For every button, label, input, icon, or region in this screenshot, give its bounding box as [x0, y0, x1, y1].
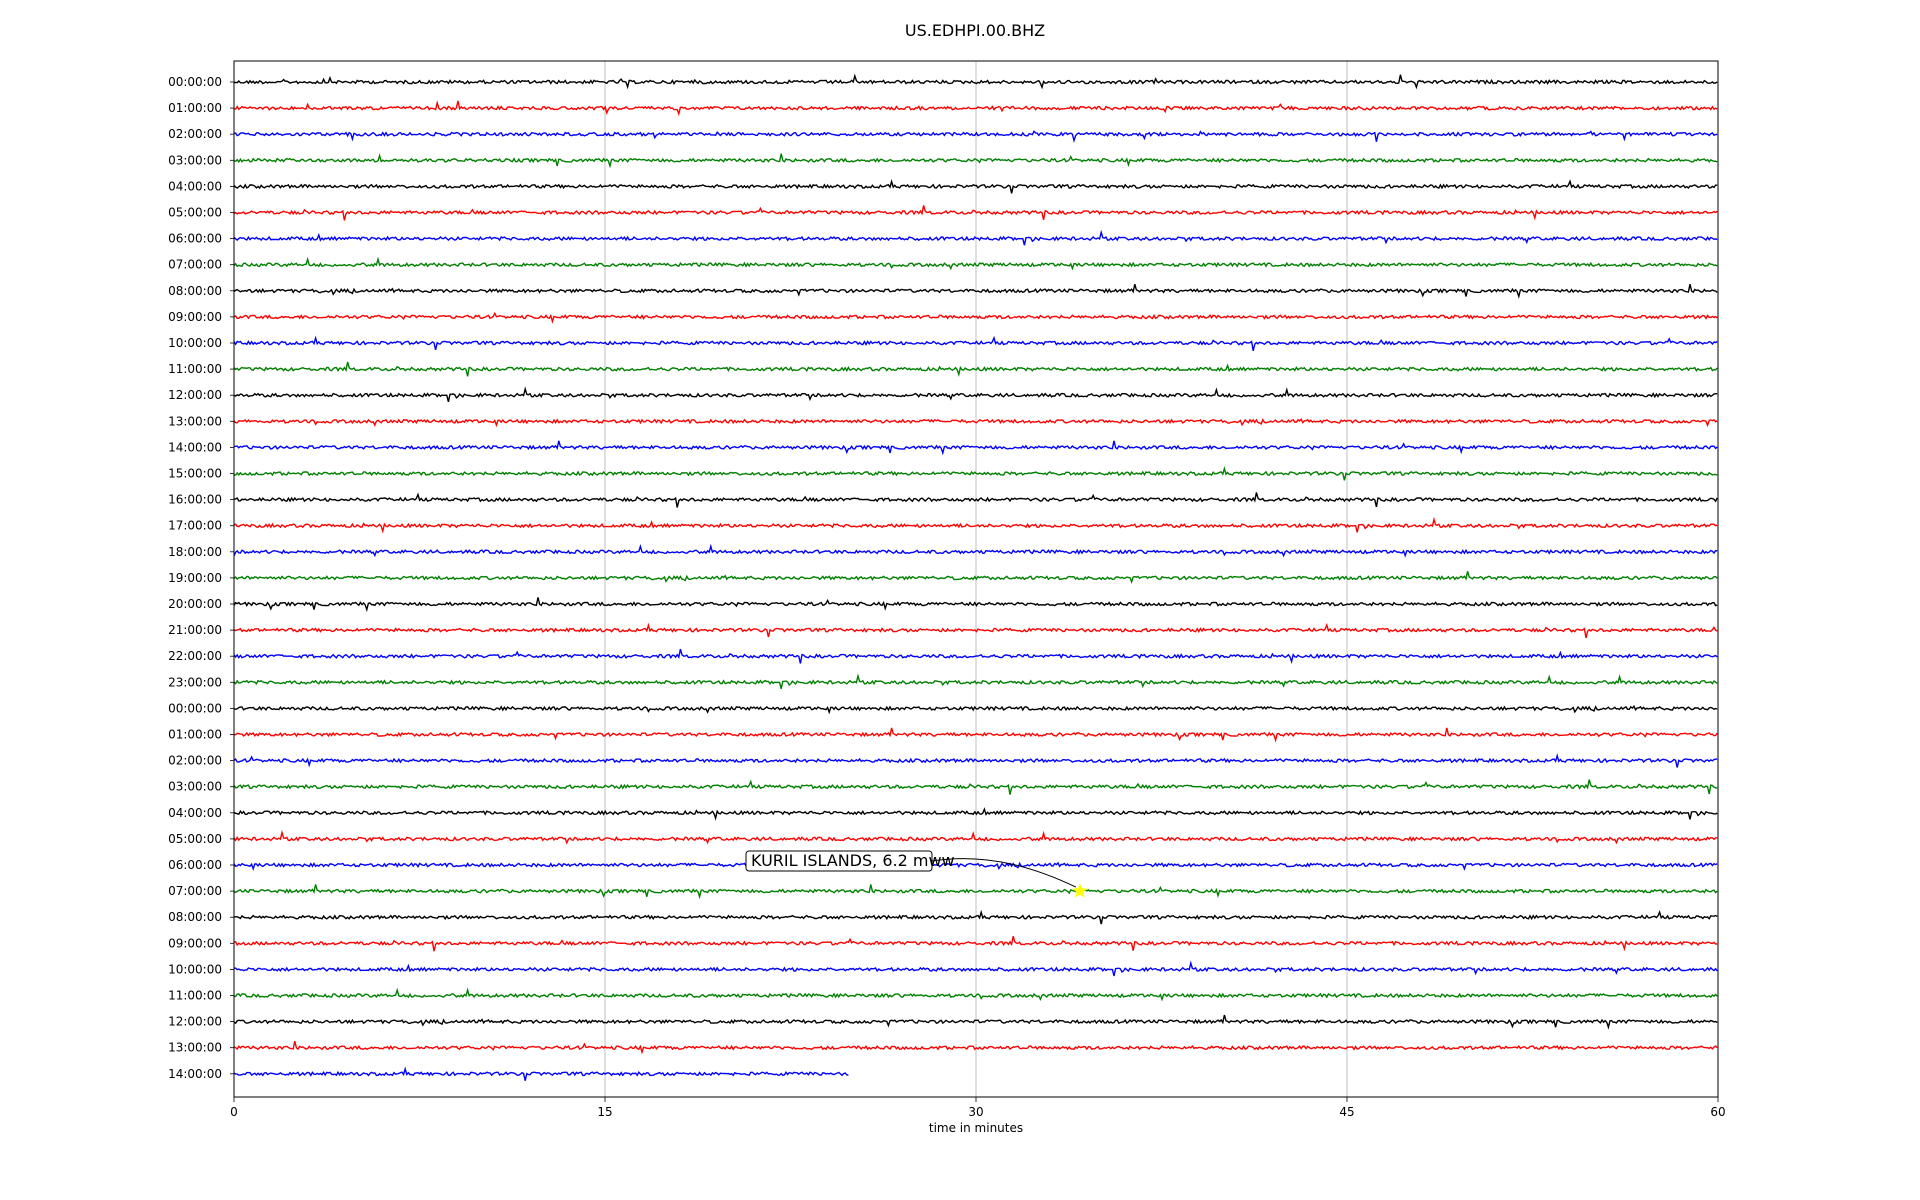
plot-frame — [233, 60, 1719, 1098]
trace-line — [233, 884, 1718, 900]
trace-line — [233, 779, 1718, 795]
y-tick-label: 10:00:00 — [168, 336, 222, 350]
trace-line — [233, 648, 1718, 665]
trace-line — [233, 361, 1718, 378]
annotation-connector — [931, 858, 1077, 888]
trace-line — [233, 936, 1718, 952]
y-tick-label: 15:00:00 — [168, 467, 222, 481]
trace-line — [233, 597, 1718, 613]
trace-line — [233, 571, 1718, 584]
y-tick-label: 08:00:00 — [168, 284, 222, 298]
y-tick-label: 08:00:00 — [168, 910, 222, 924]
y-tick-label: 22:00:00 — [168, 649, 222, 663]
y-tick-label: 06:00:00 — [168, 858, 222, 872]
annotation-box — [745, 850, 933, 872]
trace-line — [233, 335, 1718, 352]
y-tick-label: 23:00:00 — [168, 675, 222, 689]
trace-line — [233, 417, 1718, 428]
trace-line — [233, 829, 1718, 845]
trace-line — [233, 492, 1718, 508]
trace-line — [233, 386, 1718, 402]
trace-line — [233, 705, 1718, 715]
x-tick-label: 30 — [968, 1105, 983, 1119]
y-tick-label: 02:00:00 — [168, 754, 222, 768]
trace-line — [233, 100, 1718, 117]
y-tick-label: 07:00:00 — [168, 884, 222, 898]
trace-line — [233, 73, 1718, 90]
trace-line — [233, 960, 1718, 977]
trace-line — [233, 284, 1718, 299]
x-tick-label: 15 — [597, 1105, 612, 1119]
trace-line — [233, 178, 1718, 194]
y-tick-label: 04:00:00 — [168, 179, 222, 193]
y-tick-label: 21:00:00 — [168, 623, 222, 637]
chart-title: US.EDHPI.00.BHZ — [905, 21, 1045, 40]
y-tick-label: 11:00:00 — [168, 362, 222, 376]
x-tick-label: 45 — [1339, 1105, 1354, 1119]
trace-line — [233, 229, 1718, 246]
trace-line — [233, 673, 1718, 690]
y-tick-label: 09:00:00 — [168, 936, 222, 950]
y-tick-label: 11:00:00 — [168, 989, 222, 1003]
trace-line — [233, 1040, 1718, 1055]
trace-line — [233, 130, 1718, 143]
y-tick-label: 13:00:00 — [168, 414, 222, 428]
y-tick-label: 18:00:00 — [168, 545, 222, 559]
trace-line — [233, 543, 1718, 558]
trace-line — [233, 861, 1718, 871]
event-annotation: KURIL ISLANDS, 6.2 mww — [745, 850, 1088, 898]
trace-line — [234, 466, 1718, 481]
x-tick-label: 60 — [1710, 1105, 1725, 1119]
y-tick-label: 17:00:00 — [168, 519, 222, 533]
trace-line — [233, 727, 1718, 743]
y-tick-label: 12:00:00 — [168, 388, 222, 402]
trace-line — [233, 1066, 849, 1081]
y-tick-label: 19:00:00 — [168, 571, 222, 585]
y-tick-label: 13:00:00 — [168, 1041, 222, 1055]
trace-line — [233, 205, 1718, 221]
y-tick-label: 01:00:00 — [168, 101, 222, 115]
x-axis-ticks: 0 15 30 45 60 — [230, 1097, 1726, 1119]
y-tick-label: 07:00:00 — [168, 258, 222, 272]
trace-line — [233, 909, 1718, 925]
y-tick-label: 14:00:00 — [168, 440, 222, 454]
trace-line — [233, 516, 1718, 534]
event-star-marker — [1072, 883, 1088, 898]
y-tick-label: 10:00:00 — [168, 962, 222, 976]
trace-line — [233, 256, 1718, 271]
trace-line — [233, 311, 1718, 324]
y-tick-label: 14:00:00 — [168, 1067, 222, 1081]
event-label: KURIL ISLANDS, 6.2 mww — [751, 851, 955, 870]
y-tick-label: 05:00:00 — [168, 206, 222, 220]
y-tick-label: 02:00:00 — [168, 127, 222, 141]
y-tick-label: 00:00:00 — [168, 701, 222, 715]
y-tick-label: 20:00:00 — [168, 597, 222, 611]
trace-line — [233, 1014, 1718, 1030]
trace-line — [233, 807, 1718, 821]
trace-line — [233, 753, 1718, 768]
y-tick-label: 06:00:00 — [168, 232, 222, 246]
trace-line — [233, 153, 1718, 169]
y-tick-label: 03:00:00 — [168, 780, 222, 794]
y-tick-label: 01:00:00 — [168, 728, 222, 742]
trace-line — [233, 440, 1718, 456]
x-tick-label: 0 — [230, 1105, 238, 1119]
y-tick-label: 16:00:00 — [168, 493, 222, 507]
trace-line — [233, 987, 1718, 1002]
seismic-traces — [233, 73, 1718, 1081]
y-tick-label: 04:00:00 — [168, 806, 222, 820]
y-tick-label: 05:00:00 — [168, 832, 222, 846]
x-axis-label: time in minutes — [929, 1121, 1023, 1135]
y-tick-label: 03:00:00 — [168, 153, 222, 167]
y-tick-label: 09:00:00 — [168, 310, 222, 324]
y-tick-label: 12:00:00 — [168, 1015, 222, 1029]
trace-line — [233, 622, 1718, 639]
y-tick-label: 00:00:00 — [168, 75, 222, 89]
y-tick-labels: 00:00:00 01:00:00 02:00:00 03:00:00 04:00:00… — [168, 75, 234, 1081]
